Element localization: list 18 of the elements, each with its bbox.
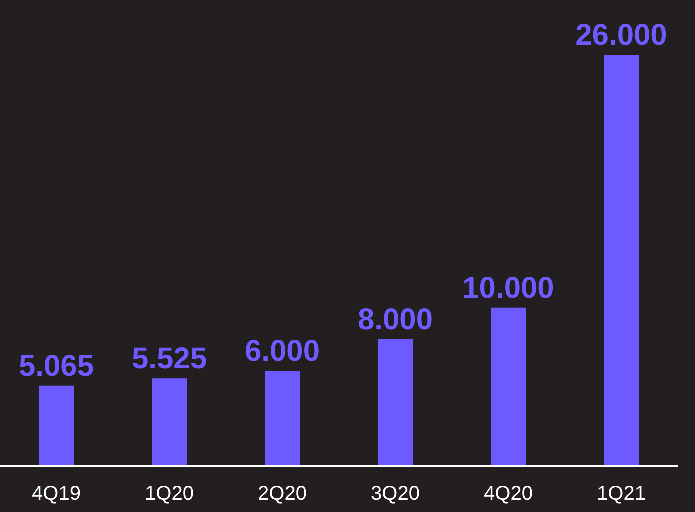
bar [378, 340, 413, 466]
x-tick-label: 1Q21 [597, 483, 646, 506]
data-label: 26.000 [576, 19, 668, 52]
bar [39, 386, 74, 466]
bar [491, 308, 526, 466]
bar [265, 371, 300, 466]
data-label: 5.065 [18, 350, 94, 383]
data-label: 10.000 [462, 272, 554, 305]
bar [152, 378, 187, 466]
x-tick-label: 4Q20 [484, 483, 533, 506]
data-label: 6.000 [244, 335, 320, 368]
data-label: 8.000 [358, 304, 434, 337]
data-label: 5.525 [132, 342, 208, 376]
x-tick-label: 2Q20 [258, 483, 307, 506]
x-tick-label: 3Q20 [371, 483, 420, 506]
bar [604, 55, 639, 466]
x-tick-label: 1Q20 [145, 483, 194, 506]
x-tick-label: 4Q19 [32, 483, 81, 506]
